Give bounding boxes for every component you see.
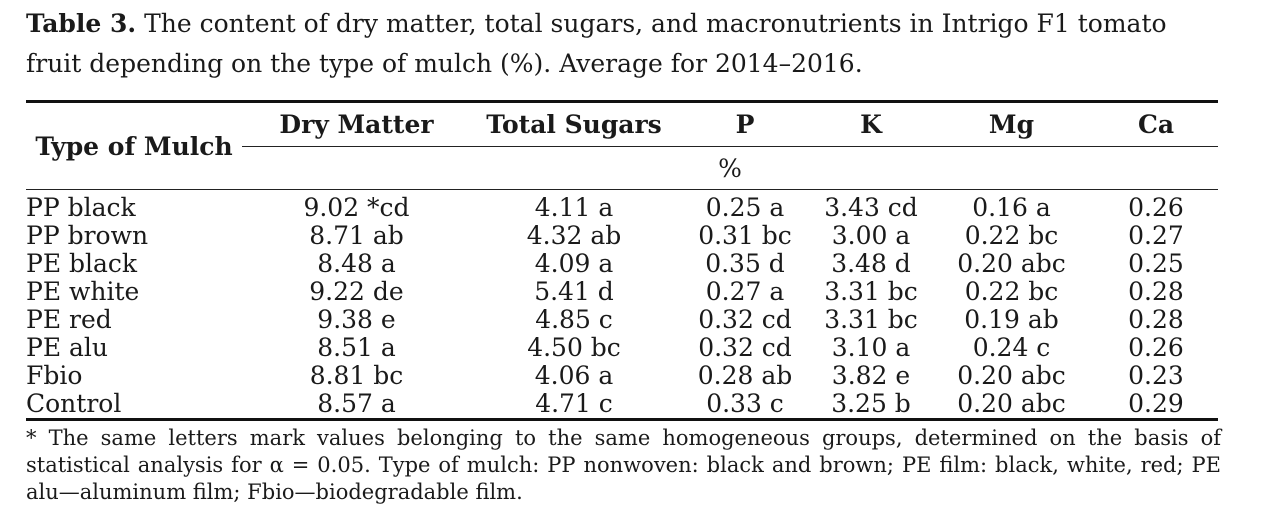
value-cell: 0.25 [1128, 249, 1184, 278]
value-cell: 0.16 a [972, 193, 1051, 222]
value-cell: 0.27 a [705, 277, 785, 306]
mulch-type-cell: PE alu [26, 333, 109, 362]
value-cell: 4.71 c [535, 389, 613, 418]
value-cell: 8.48 a [317, 249, 396, 278]
value-cell: 3.82 e [831, 361, 911, 390]
value-cell: 0.25 a [705, 193, 785, 222]
caption-text: The content of dry matter, total sugars,… [26, 9, 1167, 78]
value-cell: 0.20 abc [957, 389, 1066, 418]
unit-row: % [26, 146, 1218, 190]
table-row: PE black 8.48 a 4.09 a 0.35 d 3.48 d 0.20 abc… [26, 250, 1218, 278]
value-cell: 0.20 abc [957, 361, 1066, 390]
mulch-type-cell: PE red [26, 305, 112, 334]
table-row: PP brown 8.71 ab 4.32 ab 0.31 bc 3.00 a 0.22 … [26, 222, 1218, 250]
unit-label: % [242, 146, 1218, 190]
value-cell: 0.32 cd [698, 333, 792, 362]
value-cell: 3.43 cd [824, 193, 918, 222]
value-cell: 8.51 a [317, 333, 396, 362]
value-cell: 0.33 c [706, 389, 784, 418]
table-row: PE red 9.38 e 4.85 c 0.32 cd 3.31 bc 0.19 ab 0… [26, 306, 1218, 334]
mulch-type-cell: PP brown [26, 221, 149, 250]
value-cell: 4.85 c [535, 305, 613, 334]
value-cell: 4.32 ab [526, 221, 622, 250]
value-cell: 3.00 a [831, 221, 911, 250]
mulch-table: Type of Mulch Dry Matter Total Sugars P … [26, 100, 1218, 421]
value-cell: 0.28 [1128, 305, 1184, 334]
value-cell: 8.81 bc [309, 361, 404, 390]
column-header: Mg [988, 110, 1035, 139]
table-row: PP black 9.02 *cd 4.11 a 0.25 a 3.43 cd 0.16 … [26, 190, 1218, 223]
value-cell: 5.41 d [534, 277, 614, 306]
table-caption: Table 3. The content of dry matter, tota… [26, 4, 1226, 84]
value-cell: 9.02 *cd [303, 193, 410, 222]
value-cell: 0.24 c [972, 333, 1051, 362]
value-cell: 0.22 bc [964, 221, 1059, 250]
value-cell: 9.22 de [309, 277, 404, 306]
value-cell: 0.26 [1128, 333, 1184, 362]
value-cell: 0.19 ab [964, 305, 1059, 334]
mulch-type-cell: PE black [26, 249, 138, 278]
column-header: P [735, 110, 755, 139]
corner-header: Type of Mulch [35, 131, 233, 161]
column-header: Ca [1137, 110, 1175, 139]
value-cell: 0.27 [1128, 221, 1184, 250]
value-cell: 4.06 a [534, 361, 614, 390]
value-cell: 0.32 cd [698, 305, 792, 334]
value-cell: 0.35 d [705, 249, 785, 278]
value-cell: 0.20 abc [957, 249, 1066, 278]
mulch-type-cell: Control [26, 389, 122, 418]
table-body: PP black 9.02 *cd 4.11 a 0.25 a 3.43 cd 0.16 … [26, 190, 1218, 420]
value-cell: 3.25 b [831, 389, 911, 418]
mulch-type-cell: PE white [26, 277, 140, 306]
column-header: K [860, 110, 882, 139]
table-row: Fbio 8.81 bc 4.06 a 0.28 ab 3.82 e 0.20 abc 0.… [26, 362, 1218, 390]
value-cell: 0.29 [1128, 389, 1184, 418]
value-cell: 3.31 bc [824, 277, 918, 306]
value-cell: 4.11 a [534, 193, 614, 222]
value-cell: 3.48 d [831, 249, 911, 278]
value-cell: 0.28 ab [697, 361, 793, 390]
table-row: Control 8.57 a 4.71 c 0.33 c 3.25 b 0.20 abc 0… [26, 390, 1218, 420]
value-cell: 0.22 bc [964, 277, 1059, 306]
value-cell: 4.09 a [534, 249, 614, 278]
value-cell: 8.71 ab [309, 221, 404, 250]
mulch-type-cell: Fbio [26, 361, 83, 390]
value-cell: 8.57 a [317, 389, 396, 418]
table-row: PE white 9.22 de 5.41 d 0.27 a 3.31 bc 0.22 b… [26, 278, 1218, 306]
value-cell: 4.50 bc [527, 333, 621, 362]
table-footnote: * The same letters mark values belonging… [26, 426, 1221, 504]
value-cell: 0.23 [1128, 361, 1184, 390]
value-cell: 0.31 bc [698, 221, 792, 250]
value-cell: 0.28 [1128, 277, 1184, 306]
value-cell: 0.26 [1128, 193, 1184, 222]
mulch-type-cell: PP black [26, 193, 136, 222]
value-cell: 9.38 e [317, 305, 396, 334]
column-header: Dry Matter [279, 110, 434, 139]
header-row: Type of Mulch Dry Matter Total Sugars P … [26, 101, 1218, 161]
value-cell: 3.10 a [831, 333, 911, 362]
table-label: Table 3. [26, 9, 137, 38]
column-header: Total Sugars [486, 110, 662, 139]
table-row: PE alu 8.51 a 4.50 bc 0.32 cd 3.10 a 0.24 c 0.… [26, 334, 1218, 362]
value-cell: 3.31 bc [824, 305, 918, 334]
